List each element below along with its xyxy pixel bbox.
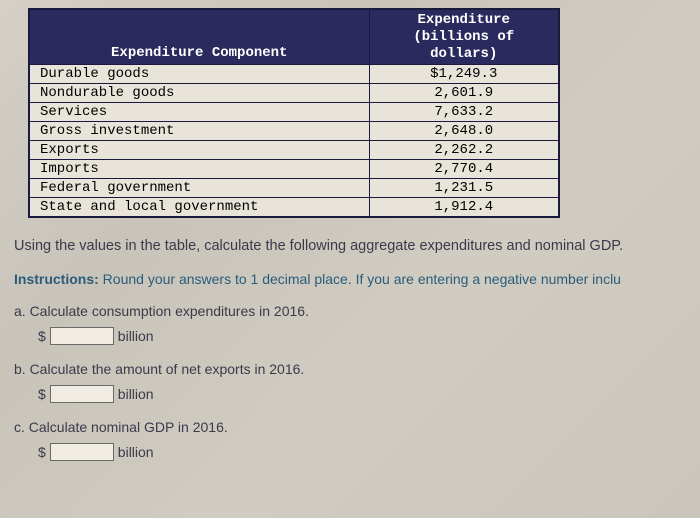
row-value: $1,249.3 <box>369 65 559 84</box>
row-value: 1,912.4 <box>369 198 559 218</box>
table-row: Services7,633.2 <box>29 103 559 122</box>
row-value: 1,231.5 <box>369 179 559 198</box>
row-label: State and local government <box>29 198 369 218</box>
answer-a-suffix: billion <box>118 328 154 344</box>
table-row: Imports2,770.4 <box>29 160 559 179</box>
answer-c-input[interactable] <box>50 443 114 461</box>
row-value: 2,648.0 <box>369 122 559 141</box>
table-row: State and local government1,912.4 <box>29 198 559 218</box>
answer-c-row: $ billion <box>38 443 686 461</box>
header-value: Expenditure (billions of dollars) <box>369 9 559 65</box>
answer-c-prefix: $ <box>38 444 46 460</box>
row-value: 2,601.9 <box>369 84 559 103</box>
table-row: Gross investment2,648.0 <box>29 122 559 141</box>
answer-c-suffix: billion <box>118 444 154 460</box>
header-component: Expenditure Component <box>29 9 369 65</box>
row-label: Nondurable goods <box>29 84 369 103</box>
table-row: Durable goods$1,249.3 <box>29 65 559 84</box>
answer-a-input[interactable] <box>50 327 114 345</box>
row-label: Gross investment <box>29 122 369 141</box>
answer-b-prefix: $ <box>38 386 46 402</box>
expenditure-table-container: Expenditure Component Expenditure (billi… <box>28 8 692 218</box>
instructions-label: Instructions: <box>14 271 99 287</box>
answer-a-prefix: $ <box>38 328 46 344</box>
header-value-line2: (billions of <box>413 29 514 45</box>
question-b: b. Calculate the amount of net exports i… <box>14 361 686 377</box>
row-label: Durable goods <box>29 65 369 84</box>
header-value-line1: Expenditure <box>418 12 510 28</box>
row-label: Exports <box>29 141 369 160</box>
answer-b-input[interactable] <box>50 385 114 403</box>
instructions-text: Round your answers to 1 decimal place. I… <box>103 271 621 287</box>
row-value: 2,770.4 <box>369 160 559 179</box>
row-label: Imports <box>29 160 369 179</box>
row-value: 7,633.2 <box>369 103 559 122</box>
question-c: c. Calculate nominal GDP in 2016. <box>14 419 686 435</box>
header-value-line3: dollars) <box>430 46 497 62</box>
instructions-line: Instructions: Round your answers to 1 de… <box>14 271 686 287</box>
lead-text: Using the values in the table, calculate… <box>14 236 686 256</box>
answer-b-row: $ billion <box>38 385 686 403</box>
table-row: Nondurable goods2,601.9 <box>29 84 559 103</box>
row-value: 2,262.2 <box>369 141 559 160</box>
answer-a-row: $ billion <box>38 327 686 345</box>
question-a: a. Calculate consumption expenditures in… <box>14 303 686 319</box>
row-label: Federal government <box>29 179 369 198</box>
expenditure-table: Expenditure Component Expenditure (billi… <box>28 8 560 218</box>
answer-b-suffix: billion <box>118 386 154 402</box>
table-row: Federal government1,231.5 <box>29 179 559 198</box>
row-label: Services <box>29 103 369 122</box>
table-row: Exports2,262.2 <box>29 141 559 160</box>
